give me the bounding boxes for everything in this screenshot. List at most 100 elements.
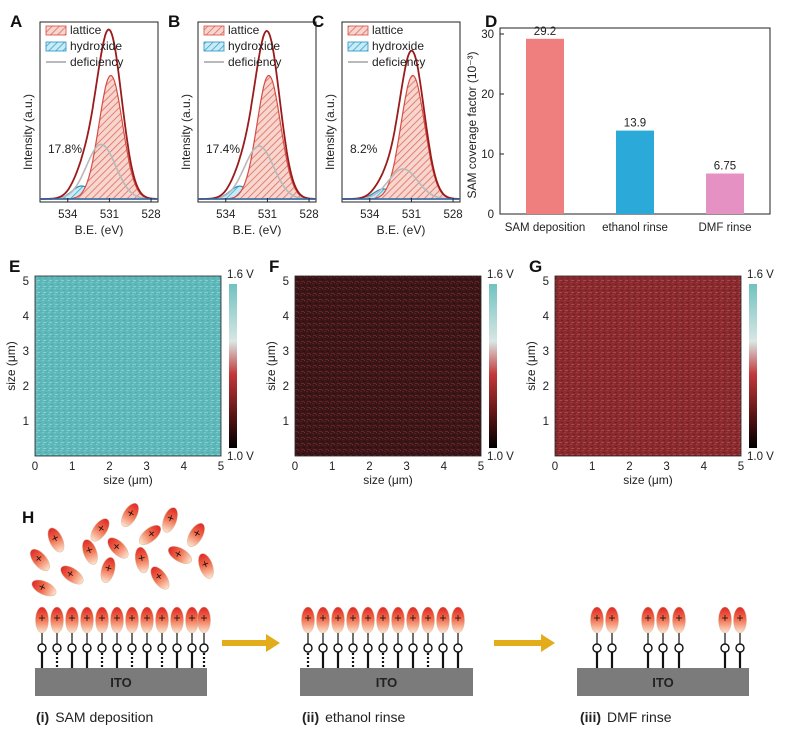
sam-molecule <box>100 557 116 583</box>
colorbar-min-label: 1.0 V <box>747 451 774 463</box>
sam-molecule <box>605 606 619 634</box>
sam-molecule <box>35 606 49 634</box>
x-axis-label: size (μm) <box>103 473 153 487</box>
x-axis-label: B.E. (eV) <box>233 223 282 237</box>
x-tick-label: 531 <box>100 209 119 221</box>
x-tick-label: ethanol rinse <box>602 222 668 234</box>
x-axis-label: B.E. (eV) <box>75 223 124 237</box>
sam-molecule <box>187 523 205 547</box>
x-tick-label: 528 <box>141 209 160 221</box>
legend: lattice hydroxide deficiency <box>347 23 425 69</box>
y-tick-label: 30 <box>481 29 494 41</box>
y-tick-label: 3 <box>283 346 289 358</box>
legend-hydroxide: hydroxide <box>372 39 424 53</box>
sam-molecule <box>95 606 109 634</box>
sam-molecule <box>185 606 199 634</box>
sam-molecule <box>31 579 57 597</box>
x-tick-label: DMF rinse <box>698 222 751 234</box>
x-tick-label: SAM deposition <box>505 222 586 234</box>
sam-molecule <box>672 606 686 634</box>
legend: lattice hydroxide deficiency <box>203 23 281 69</box>
x-tick-label: 1 <box>589 461 595 473</box>
colorbar-max-label: 1.6 V <box>747 269 774 281</box>
legend-deficiency: deficiency <box>228 55 281 69</box>
x-axis-label: B.E. (eV) <box>377 223 426 237</box>
bar-dmf-rinse <box>706 173 744 214</box>
substrate-label: ITO <box>652 675 673 690</box>
envelope-curve <box>342 49 460 200</box>
sam-molecule <box>134 546 150 574</box>
y-tick-label: 5 <box>543 276 549 288</box>
y-tick-label: 10 <box>481 149 494 161</box>
x-tick-label: 1 <box>329 461 335 473</box>
sam-molecule <box>361 606 375 634</box>
sam-molecule <box>138 525 162 545</box>
y-tick-label: 4 <box>23 311 30 323</box>
xps-panel-b: 534 531 528 B.E. (eV) Intensity (a.u.) 17.4% B… <box>168 12 319 237</box>
colorbar-max-label: 1.6 V <box>487 269 514 281</box>
y-tick-label: 1 <box>543 416 549 428</box>
sam-molecule <box>107 537 129 559</box>
panel-label-e: E <box>9 257 20 276</box>
sam-molecule <box>162 507 178 533</box>
legend-lattice: lattice <box>70 23 102 37</box>
panel-label-b: B <box>168 12 180 31</box>
y-axis-label: size (μm) <box>4 341 18 391</box>
sam-molecule <box>155 606 169 634</box>
y-tick-label: 1 <box>23 416 29 428</box>
x-axis-label: size (μm) <box>623 473 673 487</box>
sam-molecule <box>47 527 65 553</box>
legend: lattice hydroxide deficiency <box>45 23 123 69</box>
x-tick-label: 0 <box>292 461 298 473</box>
sam-molecule <box>60 565 84 585</box>
colorbar-min-label: 1.0 V <box>487 451 514 463</box>
x-tick-label: 531 <box>402 209 421 221</box>
y-tick-label: 5 <box>23 276 29 288</box>
process-arrow <box>494 634 555 652</box>
deficiency-percent: 17.4% <box>206 142 240 156</box>
plot-frame <box>341 21 461 203</box>
sam-molecule <box>451 606 465 634</box>
x-tick-label: 4 <box>181 461 188 473</box>
process-arrow <box>222 634 280 652</box>
x-tick-label: 534 <box>360 209 380 221</box>
legend-hydroxide: hydroxide <box>228 39 280 53</box>
panel-label-c: C <box>312 12 324 31</box>
sam-molecule <box>641 606 655 634</box>
sam-molecule <box>301 606 315 634</box>
sam-molecule <box>140 606 154 634</box>
x-tick-label: 528 <box>299 209 318 221</box>
x-axis-label: size (μm) <box>363 473 413 487</box>
substrate-label: ITO <box>376 675 397 690</box>
step-caption: (iii) DMF rinse <box>580 709 672 725</box>
x-tick-label: 2 <box>366 461 372 473</box>
plot-frame <box>39 21 159 203</box>
bar-value-label: 6.75 <box>714 161 736 173</box>
colorbar <box>489 284 497 448</box>
potential-map-image <box>555 276 741 456</box>
y-tick-label: 2 <box>283 381 289 393</box>
potential-map-panel-f: F 0 1 2 3 4 5 1 2 3 4 5 size (μm) size (μm) 1.6 V 1.0 V <box>264 257 514 487</box>
sam-molecule <box>50 606 64 634</box>
y-tick-label: 3 <box>543 346 549 358</box>
ito-substrate <box>300 668 473 696</box>
y-tick-label: 0 <box>488 209 494 221</box>
sam-molecule <box>198 553 214 579</box>
x-tick-label: 4 <box>701 461 708 473</box>
panel-label-a: A <box>10 12 22 31</box>
legend-lattice: lattice <box>228 23 260 37</box>
y-axis-label: Intensity (a.u.) <box>21 94 35 170</box>
sam-molecule <box>121 503 139 527</box>
envelope-curve <box>40 28 158 200</box>
x-tick-label: 1 <box>69 461 75 473</box>
sam-molecule <box>170 606 184 634</box>
x-tick-label: 534 <box>58 209 78 221</box>
y-tick-label: 1 <box>283 416 289 428</box>
bar-ethanol-rinse <box>616 130 654 214</box>
y-tick-label: 3 <box>23 346 29 358</box>
y-axis-label: size (μm) <box>524 341 538 391</box>
sam-molecule <box>30 548 50 572</box>
x-tick-label: 528 <box>443 209 462 221</box>
sam-molecule <box>391 606 405 634</box>
y-axis-label: size (μm) <box>264 341 278 391</box>
